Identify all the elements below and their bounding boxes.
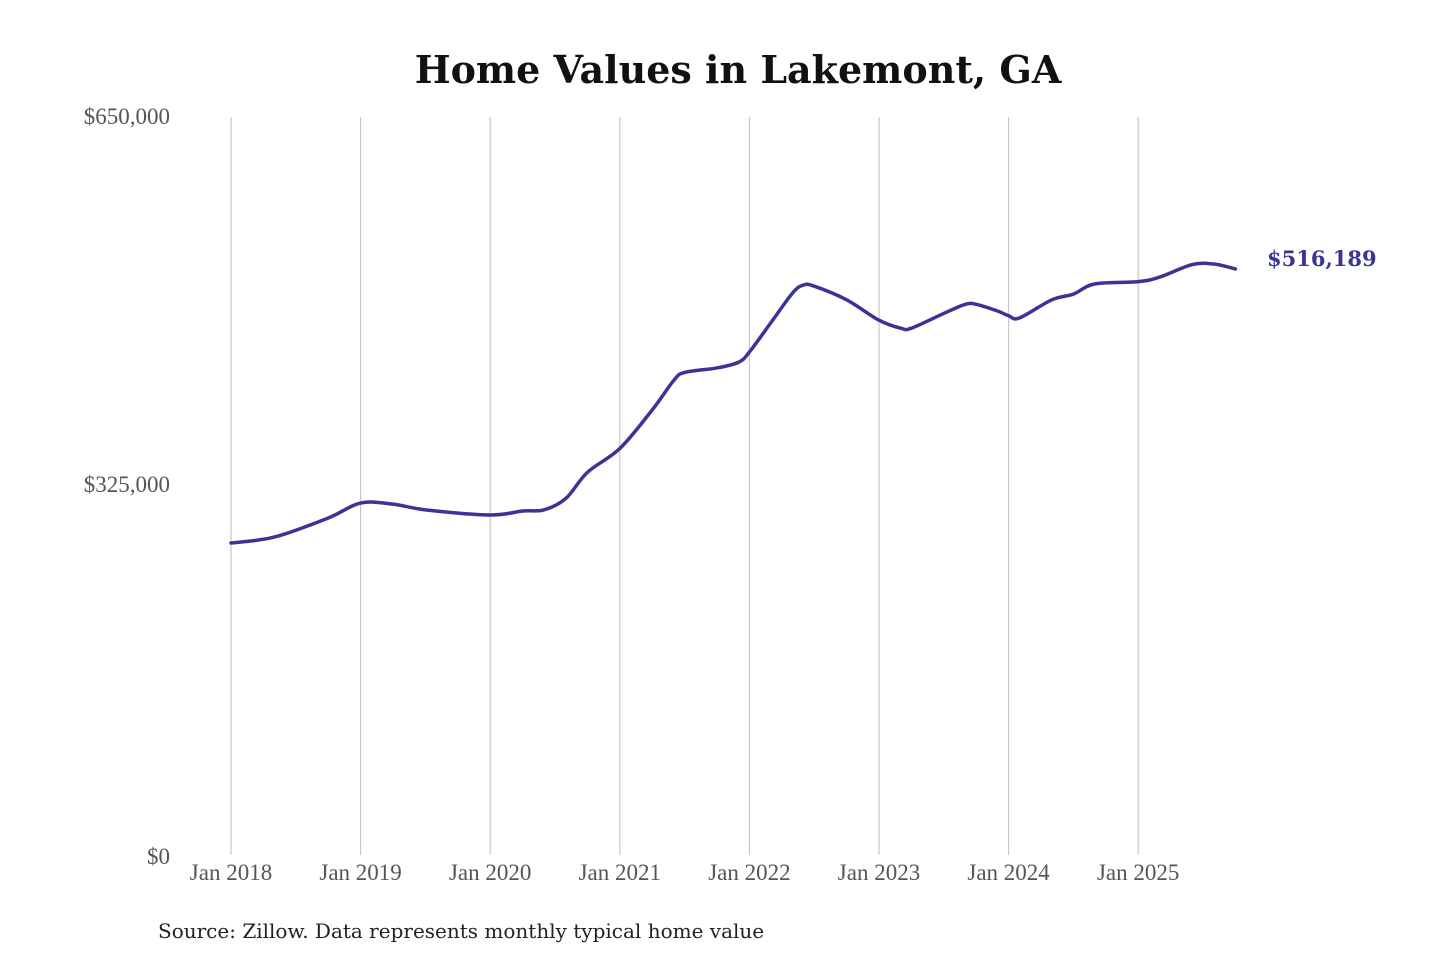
series-line <box>229 261 1238 545</box>
chart-title: Home Values in Lakemont, GA <box>415 47 1062 92</box>
y-tick-label: $325,000 <box>84 472 170 497</box>
x-tick-label: Jan 2019 <box>319 860 401 885</box>
x-tick-label: Jan 2020 <box>449 860 531 885</box>
x-axis: Jan 2018 Jan 2019 Jan 2020 Jan 2021 Jan 2022… <box>190 860 1180 885</box>
x-tick-label: Jan 2022 <box>708 860 790 885</box>
x-tick-label: Jan 2024 <box>967 860 1050 885</box>
x-tick-label: Jan 2018 <box>190 860 272 885</box>
end-value-label: $516,189 <box>1267 246 1377 271</box>
y-tick-label: $0 <box>147 844 170 869</box>
source-note: Source: Zillow. Data represents monthly … <box>158 919 764 943</box>
y-axis: $650,000 $325,000 $0 <box>84 104 170 869</box>
x-tick-label: Jan 2025 <box>1097 860 1179 885</box>
y-tick-label: $650,000 <box>84 104 170 129</box>
x-tick-label: Jan 2021 <box>579 860 661 885</box>
x-tick-label: Jan 2023 <box>838 860 920 885</box>
gridlines <box>230 117 1139 855</box>
